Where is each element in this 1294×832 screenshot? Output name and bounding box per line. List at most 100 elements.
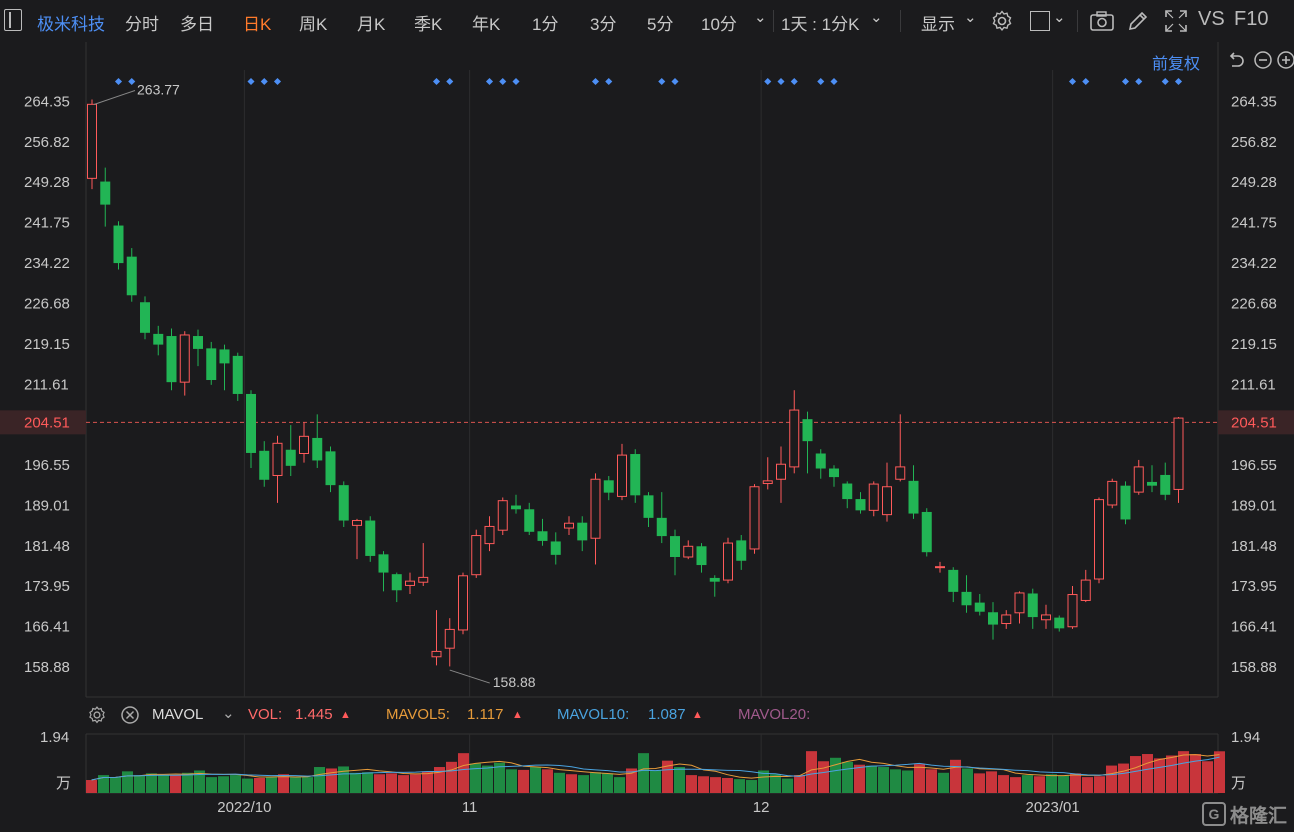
candle-body-up [1133,466,1144,493]
volume-bar [878,767,889,793]
tab-10min[interactable]: 10分 [701,15,737,34]
up-arrow-icon: ▲ [692,709,703,721]
volume-axis-label-right: 1.94 [1231,729,1260,746]
event-marker-icon [512,77,520,86]
tab-monthly-k[interactable]: 月K [357,15,386,34]
current-price-label-right: 204.51 [1231,414,1277,431]
fullscreen-icon[interactable] [1163,8,1189,34]
layout-icon[interactable] [1030,11,1050,31]
volume-bar [458,753,469,793]
volume-bar [266,777,277,793]
gear-icon[interactable] [87,705,107,725]
y-tick-label-right: 264.35 [1231,93,1277,110]
candle-body-up [179,334,190,383]
event-marker-icon [764,77,772,86]
gear-icon[interactable] [990,9,1014,33]
candle-body-down [511,505,521,510]
volume-bar [278,774,289,793]
candle-body-down [696,546,707,566]
candle-body-up [762,480,773,485]
y-tick-label-left: 189.01 [24,497,70,514]
chevron-down-icon[interactable]: ⌄ [870,9,883,26]
x-axis-label: 12 [753,799,770,816]
undo-icon[interactable] [1226,50,1246,70]
stock-name[interactable]: 极米科技 [37,15,105,34]
indicator-name[interactable]: MAVOL [152,706,204,723]
f10-button[interactable]: F10 [1234,8,1269,30]
adjustment-mode[interactable]: 前复权 [1152,56,1201,73]
candle-body-down [259,450,270,480]
candle-body-down [1120,485,1131,520]
candle-body-up [272,442,283,476]
tab-weekly-k[interactable]: 周K [299,15,328,34]
candle-body-down [670,536,680,558]
volume-bar [854,764,865,793]
volume-bar [602,773,613,793]
y-tick-label-right: 211.61 [1231,376,1276,393]
separator [773,10,774,32]
candle-body-down [206,348,217,381]
y-tick-label-right: 226.68 [1231,295,1277,312]
candle-body-up [1080,579,1091,601]
zoom-out-icon[interactable] [1253,50,1273,70]
volume-bar [566,774,577,793]
volume-bar [986,771,997,793]
event-marker-icon [671,77,679,86]
display-menu[interactable]: 显示 [921,15,955,34]
y-tick-label-right: 256.82 [1231,134,1277,151]
candle-body-up [617,454,627,497]
volume-bar [254,777,265,793]
zoom-in-icon[interactable] [1276,50,1294,70]
y-tick-label-left: 181.48 [24,538,70,555]
tab-yearly-k[interactable]: 年K [472,15,501,34]
mavol20-label: MAVOL20: [738,706,811,723]
y-tick-label-left: 158.88 [24,659,70,676]
volume-bar [182,772,193,793]
candle-body-up [1107,480,1118,506]
tab-daily-k[interactable]: 日K [243,15,272,34]
chevron-down-icon[interactable]: ⌄ [964,9,977,26]
camera-icon[interactable] [1089,9,1115,33]
y-tick-label-right: 158.88 [1231,659,1277,676]
volume-bar [890,769,901,793]
y-tick-label-left: 256.82 [24,134,70,151]
candle-body-down [550,541,561,555]
y-tick-label-left: 219.15 [24,336,70,353]
volume-unit-label-right: 万 [1231,774,1246,792]
chevron-down-icon[interactable]: ⌄ [1053,9,1066,26]
candle-body-up [590,478,601,539]
y-tick-label-right: 249.28 [1231,174,1277,191]
candle-body-down [312,437,323,461]
tab-intraday[interactable]: 分时 [125,15,159,34]
y-tick-label-right: 181.48 [1231,538,1277,555]
candle-body-up [1001,614,1012,625]
sidebar-toggle-icon[interactable] [4,9,22,31]
vs-button[interactable]: VS [1198,8,1225,30]
chevron-down-icon[interactable]: ⌄ [754,9,767,26]
pencil-icon[interactable] [1126,9,1150,33]
y-tick-label-right: 241.75 [1231,215,1277,232]
tab-3min[interactable]: 3分 [590,15,617,34]
volume-bar [1022,775,1033,793]
tab-5min[interactable]: 5分 [647,15,674,34]
y-tick-label-right: 173.95 [1231,578,1277,595]
candle-body-down [524,509,535,532]
separator [900,10,901,32]
period-select[interactable]: 1天 : 1分K [781,15,860,34]
volume-bar [86,780,97,793]
tab-1min[interactable]: 1分 [532,15,559,34]
candle-body-up [1173,417,1184,490]
candle-body-up [299,435,309,454]
tab-quarterly-k[interactable]: 季K [414,15,443,34]
candle-body-down [802,419,813,442]
tab-multi-day[interactable]: 多日 [180,15,214,34]
chevron-down-icon[interactable]: ⌄ [222,705,235,722]
volume-bar [482,765,493,793]
candle-body-down [365,520,376,556]
y-tick-label-left: 173.95 [24,578,70,595]
volume-bar [818,761,829,793]
close-icon[interactable] [120,705,140,725]
volume-bar [554,772,565,793]
volume-bar [1202,761,1213,793]
